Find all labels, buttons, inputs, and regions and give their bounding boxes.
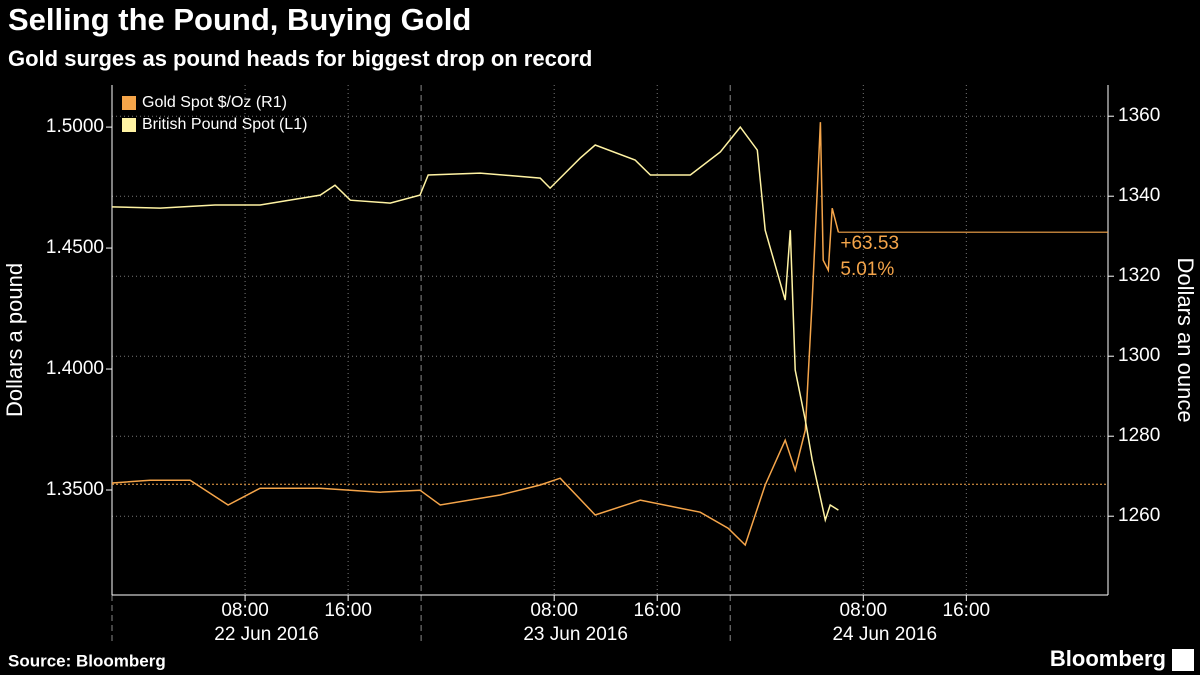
brand: Bloomberg (1050, 646, 1166, 671)
legend-swatch (122, 96, 136, 110)
source: Source: Bloomberg (8, 651, 166, 670)
y-tick-label: 1.5000 (46, 116, 104, 137)
x-tick-label: 08:00 (530, 600, 578, 621)
y2-tick-label: 1360 (1118, 105, 1160, 126)
series-line (111, 125, 839, 523)
date-label: 23 Jun 2016 (523, 624, 628, 645)
brand-icon (1172, 649, 1194, 671)
x-tick-label: 16:00 (633, 600, 681, 621)
date-label: 22 Jun 2016 (214, 624, 319, 645)
legend-label: British Pound Spot (L1) (142, 116, 307, 133)
chart-title: Selling the Pound, Buying Gold (8, 2, 471, 37)
y2-tick-label: 1260 (1118, 505, 1160, 526)
chart-subtitle: Gold surges as pound heads for biggest d… (8, 46, 592, 71)
legend-swatch (122, 118, 136, 132)
y2-axis-label: Dollars an ounce (1173, 257, 1198, 422)
y2-tick-label: 1340 (1118, 185, 1160, 206)
y2-tick-label: 1280 (1118, 425, 1160, 446)
annotation: +63.53 (840, 233, 899, 254)
x-tick-label: 16:00 (943, 600, 991, 621)
x-tick-label: 08:00 (840, 600, 888, 621)
y-tick-label: 1.3500 (46, 479, 104, 500)
y-tick-label: 1.4500 (46, 237, 104, 258)
date-label: 24 Jun 2016 (832, 624, 937, 645)
annotation: 5.01% (840, 259, 894, 280)
x-tick-label: 16:00 (324, 600, 372, 621)
series-line (111, 122, 840, 547)
y2-tick-label: 1300 (1118, 345, 1160, 366)
legend-label: Gold Spot $/Oz (R1) (142, 94, 287, 111)
y2-tick-label: 1320 (1118, 265, 1160, 286)
y-tick-label: 1.4000 (46, 358, 104, 379)
y-axis-label: Dollars a pound (2, 263, 27, 417)
x-tick-label: 08:00 (221, 600, 269, 621)
